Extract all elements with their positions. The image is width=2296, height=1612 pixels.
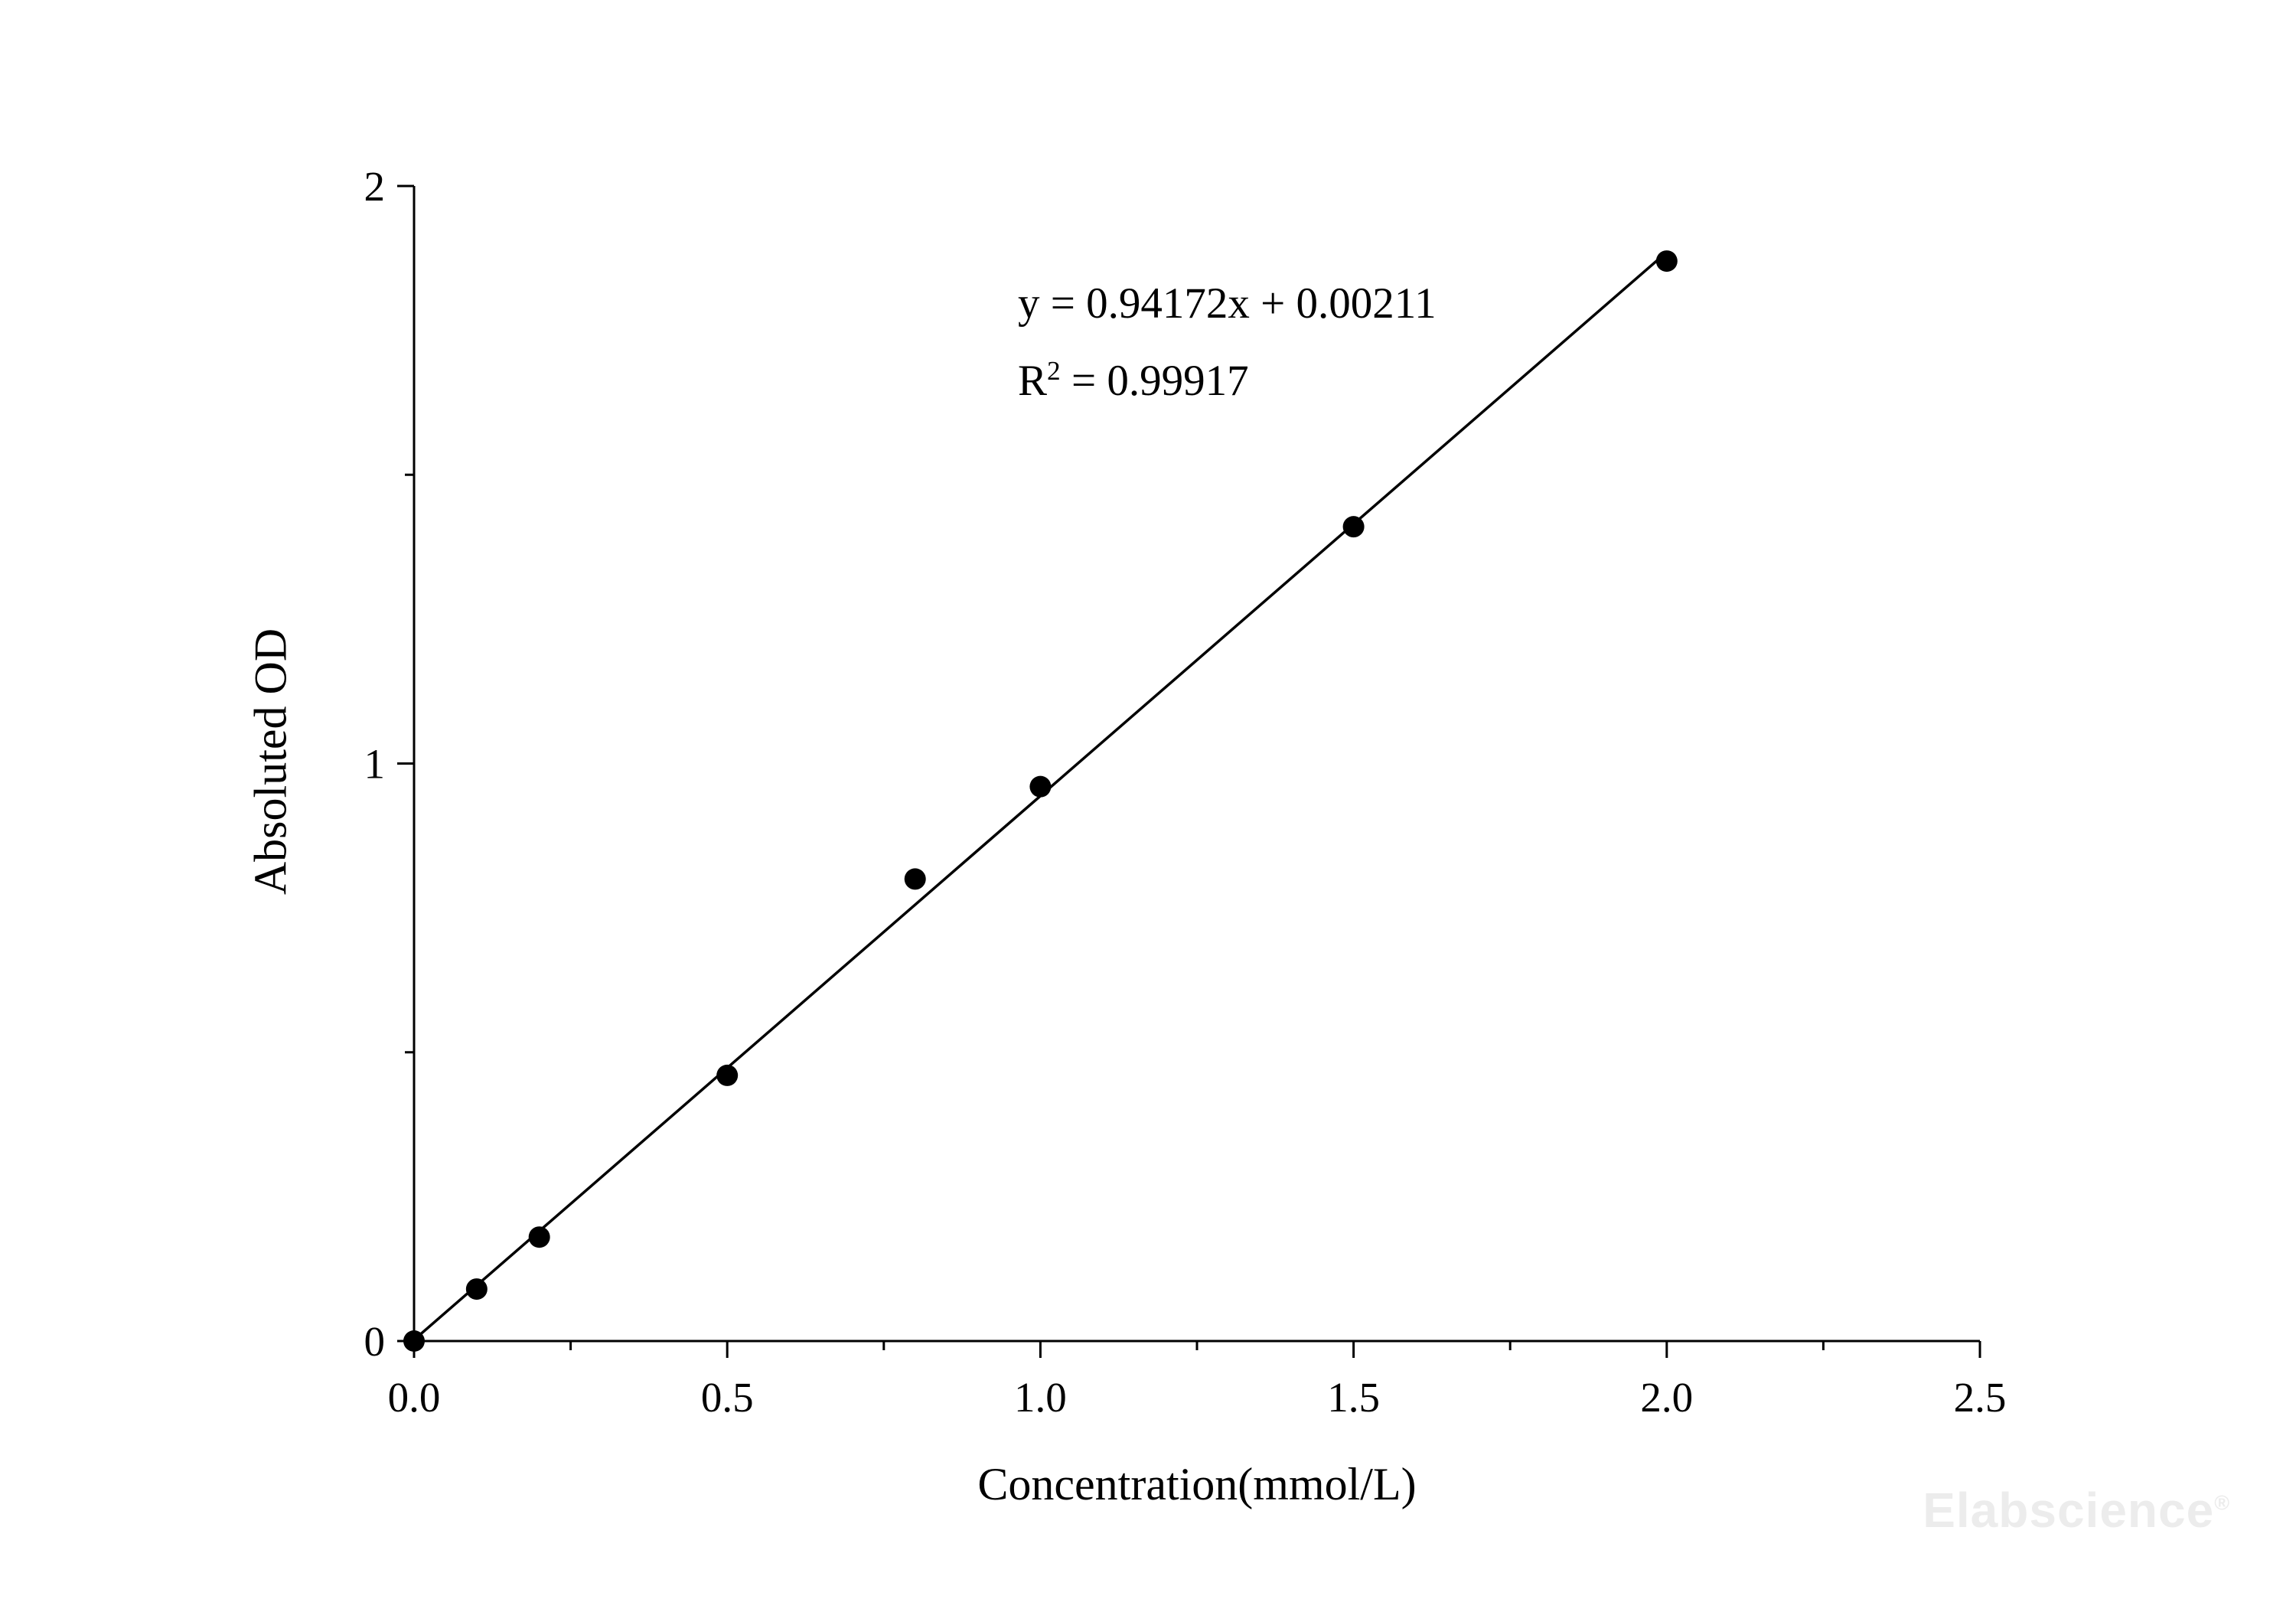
x-tick-label: 1.5	[1327, 1374, 1380, 1421]
x-tick-label: 1.0	[1014, 1374, 1067, 1421]
data-point	[1655, 250, 1678, 272]
watermark-text: Elabscience	[1923, 1483, 2215, 1538]
y-axis-title: Absoluted OD	[245, 628, 296, 896]
data-point	[716, 1064, 739, 1086]
data-point	[465, 1278, 488, 1300]
data-point	[528, 1226, 550, 1248]
r-squared: R2 = 0.99917	[1018, 342, 1437, 419]
x-tick-label: 0.0	[388, 1374, 441, 1421]
data-point	[1029, 775, 1052, 798]
y-tick-label: 1	[364, 741, 386, 788]
x-axis-title: Concentration(mmol/L)	[977, 1459, 1417, 1509]
watermark-registered-mark: ®	[2214, 1491, 2230, 1515]
data-point	[403, 1330, 425, 1352]
elabscience-watermark: Elabscience®	[1923, 1482, 2230, 1539]
x-tick-label: 2.0	[1640, 1374, 1693, 1421]
x-tick-label: 0.5	[701, 1374, 754, 1421]
r2-exponent: 2	[1047, 356, 1061, 387]
y-tick-label: 2	[364, 163, 386, 210]
fit-annotation: y = 0.94172x + 0.00211 R2 = 0.99917	[1018, 265, 1437, 420]
data-point	[904, 868, 926, 890]
fit-equation: y = 0.94172x + 0.00211	[1018, 279, 1437, 328]
data-point	[1342, 516, 1365, 538]
x-tick-label: 2.5	[1954, 1374, 2007, 1421]
y-tick-label: 0	[364, 1318, 386, 1365]
r2-symbol: R	[1018, 357, 1048, 406]
r2-value: = 0.99917	[1060, 357, 1249, 406]
